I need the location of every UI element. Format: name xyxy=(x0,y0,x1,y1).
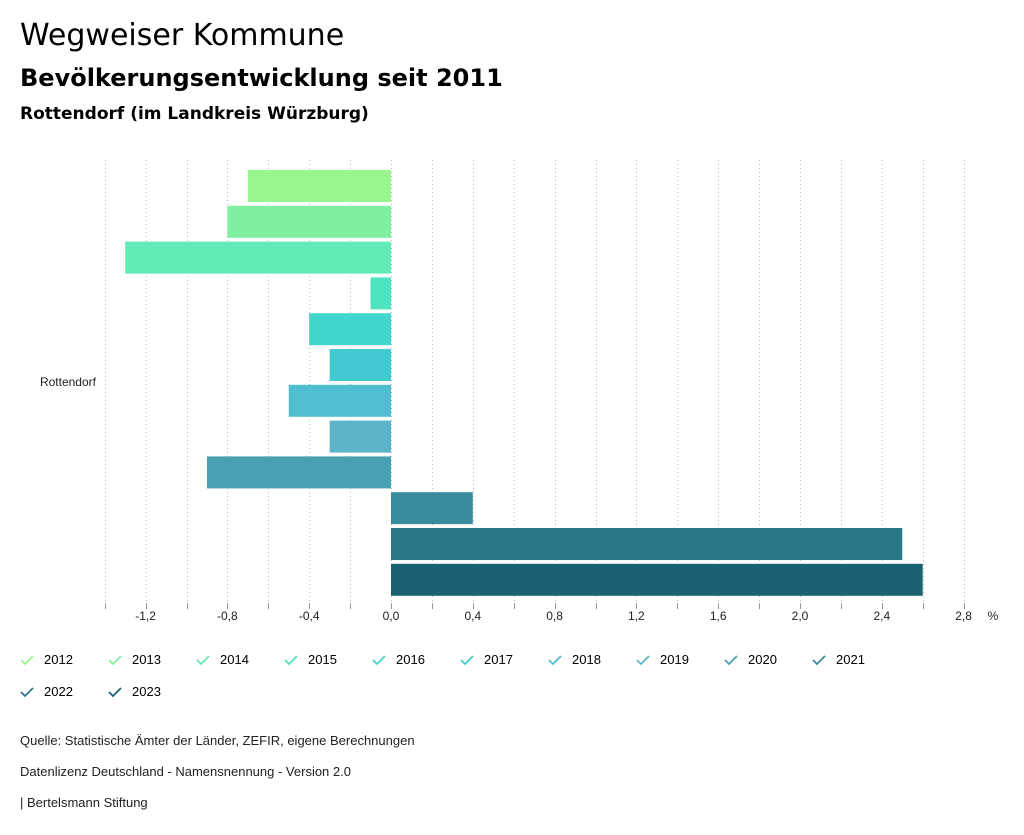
check-icon xyxy=(460,654,474,665)
tick-label: 2,8 xyxy=(955,609,972,623)
bar-2016[interactable] xyxy=(309,313,391,346)
legend-label: 2022 xyxy=(44,684,73,699)
tick-label: -0,4 xyxy=(299,609,320,623)
check-icon xyxy=(108,654,122,665)
bar-2015[interactable] xyxy=(370,277,391,310)
x-axis: -1,2 -0,8 -0,4 0,0 0,4 0,8 1,2 1,6 2,0 2,4 2,8% xyxy=(105,603,999,623)
legend-label: 2020 xyxy=(748,652,777,667)
bar-2018[interactable] xyxy=(288,384,391,417)
axis-unit: % xyxy=(988,609,999,623)
check-icon xyxy=(548,654,562,665)
check-icon xyxy=(20,654,34,665)
bar-2023[interactable] xyxy=(391,563,923,596)
tick-label: 2,4 xyxy=(873,609,890,623)
legend-item-2021[interactable]: 2021 xyxy=(812,652,865,667)
tick-label: -0,8 xyxy=(217,609,238,623)
bar-2020[interactable] xyxy=(206,456,391,489)
check-icon xyxy=(812,654,826,665)
source-note: Quelle: Statistische Ämter der Länder, Z… xyxy=(20,733,415,748)
bar-2017[interactable] xyxy=(329,349,391,381)
bar-2013[interactable] xyxy=(227,205,391,238)
legend-label: 2015 xyxy=(308,652,337,667)
tick-label: 0,4 xyxy=(464,609,481,623)
check-icon xyxy=(372,654,386,665)
legend-item-2016[interactable]: 2016 xyxy=(372,652,425,667)
legend-item-2014[interactable]: 2014 xyxy=(196,652,249,667)
bar-2014[interactable] xyxy=(125,241,392,274)
legend-label: 2019 xyxy=(660,652,689,667)
legend-item-2019[interactable]: 2019 xyxy=(636,652,689,667)
bar-2021[interactable] xyxy=(391,492,473,525)
tick-label: 0,8 xyxy=(546,609,563,623)
credit-note: | Bertelsmann Stiftung xyxy=(20,795,148,810)
legend-label: 2014 xyxy=(220,652,249,667)
check-icon xyxy=(284,654,298,665)
legend-label: 2013 xyxy=(132,652,161,667)
legend-item-2020[interactable]: 2020 xyxy=(724,652,777,667)
license-note: Datenlizenz Deutschland - Namensnennung … xyxy=(20,764,351,779)
bar-2019[interactable] xyxy=(329,420,391,453)
bar-2012[interactable] xyxy=(247,170,391,202)
legend-label: 2017 xyxy=(484,652,513,667)
check-icon xyxy=(108,686,122,697)
legend-item-2012[interactable]: 2012 xyxy=(20,652,73,667)
bar-2022[interactable] xyxy=(391,528,903,560)
tick-label: -1,2 xyxy=(135,609,156,623)
legend-item-2023[interactable]: 2023 xyxy=(108,684,161,699)
page-title: Wegweiser Kommune xyxy=(20,18,345,53)
check-icon xyxy=(636,654,650,665)
legend-label: 2021 xyxy=(836,652,865,667)
legend-label: 2023 xyxy=(132,684,161,699)
legend-item-2013[interactable]: 2013 xyxy=(108,652,161,667)
legend-label: 2012 xyxy=(44,652,73,667)
tick-label: 2,0 xyxy=(792,609,809,623)
tick-label: 1,6 xyxy=(710,609,727,623)
check-icon xyxy=(196,654,210,665)
legend-label: 2018 xyxy=(572,652,601,667)
tick-label: 0,0 xyxy=(383,609,400,623)
tick-label: 1,2 xyxy=(628,609,645,623)
chart-subtitle: Bevölkerungsentwicklung seit 2011 xyxy=(20,64,503,92)
chart-bars xyxy=(125,170,923,596)
legend-label: 2016 xyxy=(396,652,425,667)
legend-item-2018[interactable]: 2018 xyxy=(548,652,601,667)
check-icon xyxy=(724,654,738,665)
legend-item-2017[interactable]: 2017 xyxy=(460,652,513,667)
check-icon xyxy=(20,686,34,697)
category-label: Rottendorf xyxy=(40,375,97,389)
legend-item-2015[interactable]: 2015 xyxy=(284,652,337,667)
bar-chart: -1,2 -0,8 -0,4 0,0 0,4 0,8 1,2 1,6 2,0 2,4 2,8% Ro… xyxy=(40,160,999,623)
region-label: Rottendorf (im Landkreis Würzburg) xyxy=(20,104,369,124)
legend-item-2022[interactable]: 2022 xyxy=(20,684,73,699)
